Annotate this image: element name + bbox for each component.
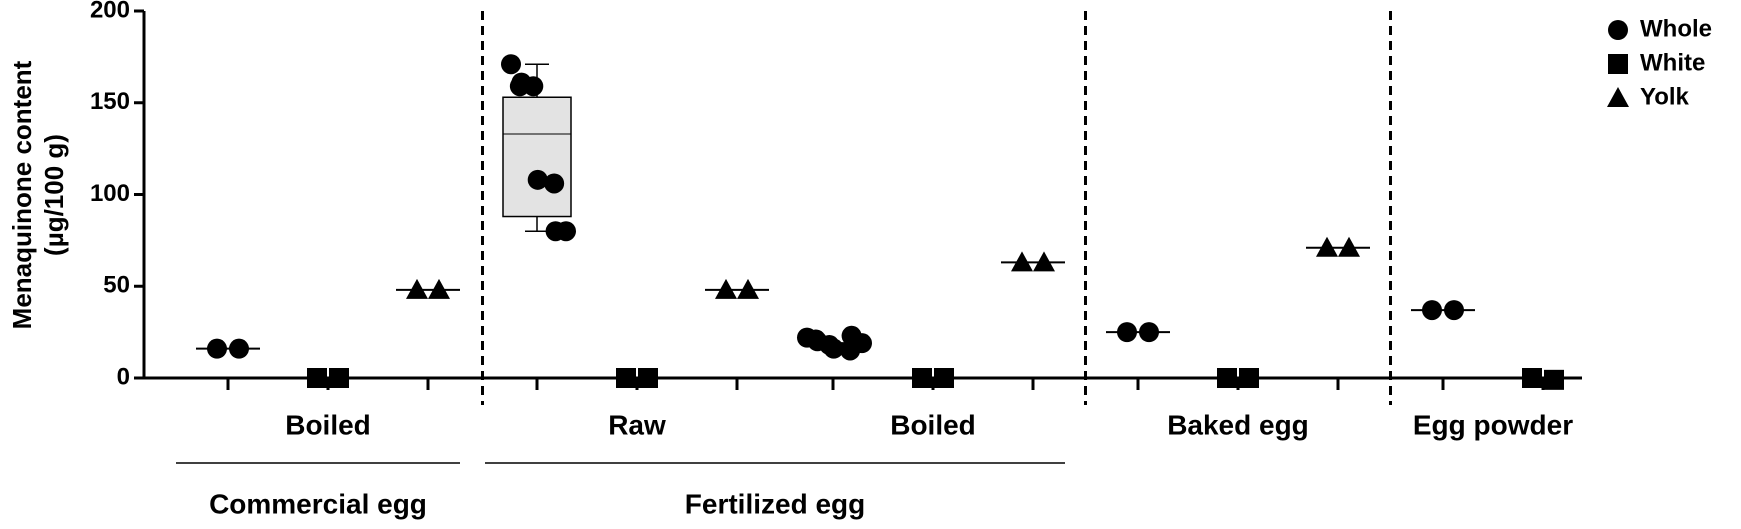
y-axis-label: (µg/100 g) bbox=[39, 134, 69, 256]
dot bbox=[638, 368, 658, 388]
y-axis-label: Menaquinone content bbox=[7, 60, 37, 329]
condition-label: Boiled bbox=[285, 409, 371, 440]
group-label: Fertilized egg bbox=[685, 488, 865, 519]
dot bbox=[852, 333, 872, 354]
condition-label: Egg powder bbox=[1413, 409, 1573, 440]
legend-label: Yolk bbox=[1640, 83, 1690, 110]
dot bbox=[1338, 236, 1360, 257]
box bbox=[502, 96, 572, 218]
condition-label: Boiled bbox=[890, 409, 976, 440]
y-tick-label: 50 bbox=[103, 272, 130, 299]
dot bbox=[1117, 322, 1137, 343]
legend-label: Whole bbox=[1640, 15, 1712, 42]
condition-label: Raw bbox=[608, 409, 666, 440]
legend-label: White bbox=[1640, 49, 1705, 76]
dot bbox=[523, 76, 544, 97]
dot bbox=[329, 368, 349, 388]
dot bbox=[1522, 368, 1542, 388]
dot bbox=[501, 54, 521, 75]
dot bbox=[229, 338, 249, 359]
dot bbox=[1607, 87, 1629, 107]
dot bbox=[1444, 300, 1464, 321]
dot bbox=[1422, 300, 1442, 321]
dot bbox=[1608, 20, 1628, 40]
dot bbox=[1316, 236, 1338, 257]
dot bbox=[715, 278, 737, 299]
dot bbox=[1544, 369, 1564, 390]
dot bbox=[1011, 251, 1033, 272]
dot bbox=[207, 338, 227, 359]
dot bbox=[737, 278, 759, 299]
dot bbox=[1217, 368, 1237, 388]
dot bbox=[428, 278, 450, 299]
y-tick-label: 200 bbox=[90, 0, 130, 23]
dot bbox=[1139, 322, 1159, 343]
y-tick-label: 100 bbox=[90, 180, 130, 207]
dot bbox=[527, 169, 548, 190]
dot bbox=[1608, 54, 1628, 74]
dot bbox=[556, 221, 576, 242]
y-tick-label: 150 bbox=[90, 88, 130, 115]
y-tick-label: 0 bbox=[117, 363, 130, 390]
dot bbox=[934, 368, 954, 388]
dot bbox=[307, 368, 327, 388]
group-label: Commercial egg bbox=[209, 488, 427, 519]
dot bbox=[544, 173, 565, 194]
dot bbox=[1239, 368, 1259, 388]
dot bbox=[1033, 251, 1055, 272]
dot bbox=[823, 338, 844, 359]
condition-label: Baked egg bbox=[1167, 409, 1309, 440]
dot bbox=[406, 278, 428, 299]
dot bbox=[912, 368, 932, 388]
dot bbox=[616, 368, 636, 388]
